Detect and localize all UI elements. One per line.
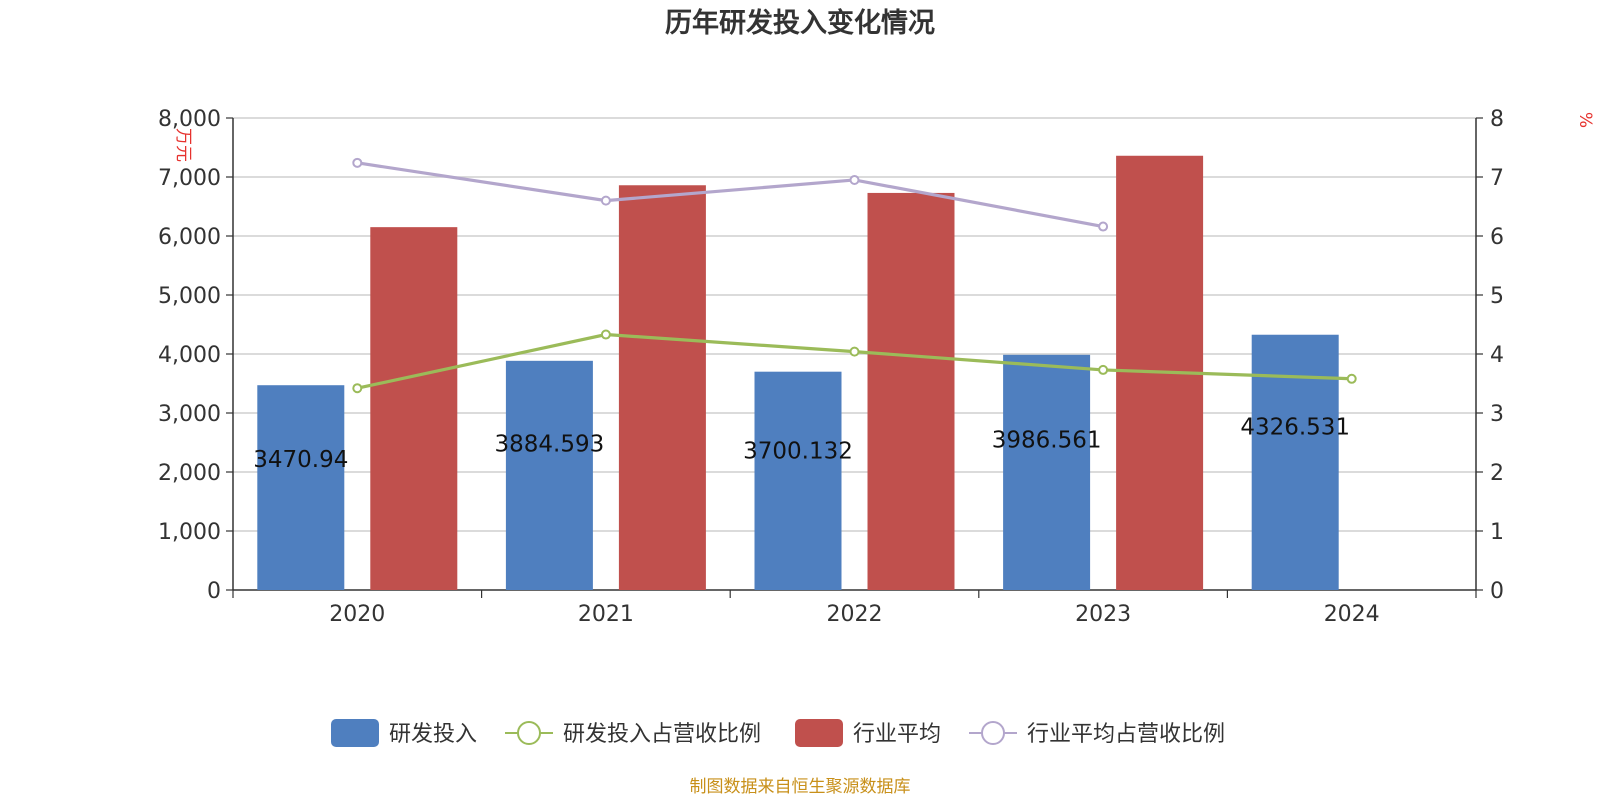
bars bbox=[257, 155, 1339, 590]
bar bbox=[257, 385, 345, 590]
line-point bbox=[600, 195, 611, 206]
bar bbox=[618, 185, 706, 590]
source-note: 制图数据来自恒生聚源数据库 bbox=[690, 777, 911, 797]
left-tick-label: 0 bbox=[207, 579, 221, 604]
line-point bbox=[1098, 364, 1109, 375]
axes: 0 1,000 2,000 3,000 4,000 5,000 6,000 7,000 8,00… bbox=[158, 107, 1504, 627]
chart-title: 历年研发投入变化情况 bbox=[665, 7, 935, 39]
bar bbox=[754, 371, 842, 590]
bar-data-label: 3700.132 bbox=[743, 438, 853, 464]
x-tick-label: 2023 bbox=[1075, 602, 1131, 627]
x-tick-label: 2024 bbox=[1324, 602, 1380, 627]
legend-swatch bbox=[795, 719, 843, 747]
left-tick-label: 1,000 bbox=[158, 520, 221, 545]
bar-data-label: 3986.561 bbox=[992, 427, 1102, 453]
line-point bbox=[600, 329, 611, 340]
left-tick-label: 4,000 bbox=[158, 343, 221, 368]
series-line bbox=[357, 161, 1104, 229]
line-point bbox=[849, 346, 860, 357]
legend-swatch-marker bbox=[517, 721, 541, 745]
right-tick-label: 7 bbox=[1490, 166, 1504, 191]
line-point bbox=[352, 157, 363, 168]
bar bbox=[1003, 354, 1091, 590]
bar-data-label: 4326.531 bbox=[1240, 415, 1350, 441]
legend-label: 行业平均占营收比例 bbox=[1027, 722, 1225, 747]
left-tick-label: 7,000 bbox=[158, 166, 221, 191]
left-axis-unit: 万元 bbox=[173, 128, 193, 162]
legend-swatch-marker bbox=[981, 721, 1005, 745]
legend-label: 行业平均 bbox=[853, 722, 941, 747]
x-tick-label: 2020 bbox=[329, 602, 385, 627]
legend-label: 研发投入占营收比例 bbox=[563, 722, 761, 747]
x-tick-label: 2022 bbox=[827, 602, 883, 627]
left-tick-label: 6,000 bbox=[158, 225, 221, 250]
line-point bbox=[849, 174, 860, 185]
left-tick-label: 3,000 bbox=[158, 402, 221, 427]
right-tick-label: 1 bbox=[1490, 520, 1504, 545]
left-tick-label: 2,000 bbox=[158, 461, 221, 486]
right-tick-label: 4 bbox=[1490, 343, 1504, 368]
right-tick-label: 5 bbox=[1490, 284, 1504, 309]
legend-label: 研发投入 bbox=[389, 722, 477, 747]
bar bbox=[867, 192, 955, 590]
bar bbox=[505, 360, 593, 590]
left-tick-label: 5,000 bbox=[158, 284, 221, 309]
right-tick-label: 6 bbox=[1490, 225, 1504, 250]
bar-data-label: 3884.593 bbox=[495, 431, 605, 457]
left-tick-label: 8,000 bbox=[158, 107, 221, 132]
series-lines bbox=[352, 157, 1357, 394]
x-tick-label: 2021 bbox=[578, 602, 634, 627]
line-point bbox=[1346, 373, 1357, 384]
right-axis-unit: % bbox=[1575, 112, 1595, 128]
right-tick-label: 2 bbox=[1490, 461, 1504, 486]
right-tick-label: 8 bbox=[1490, 107, 1504, 132]
right-tick-label: 3 bbox=[1490, 402, 1504, 427]
line-point bbox=[1098, 221, 1109, 232]
legend: 研发投入 研发投入占营收比例 行业平均 行业平均占营收比例 bbox=[331, 719, 1225, 747]
data-labels: 3470.94 3884.593 3700.132 3986.561 4326.531 bbox=[253, 415, 1350, 473]
bar bbox=[370, 227, 458, 590]
bar-data-label: 3470.94 bbox=[253, 447, 348, 473]
line-point bbox=[352, 383, 363, 394]
right-tick-label: 0 bbox=[1490, 579, 1504, 604]
bar bbox=[1251, 334, 1339, 590]
legend-swatch bbox=[331, 719, 379, 747]
